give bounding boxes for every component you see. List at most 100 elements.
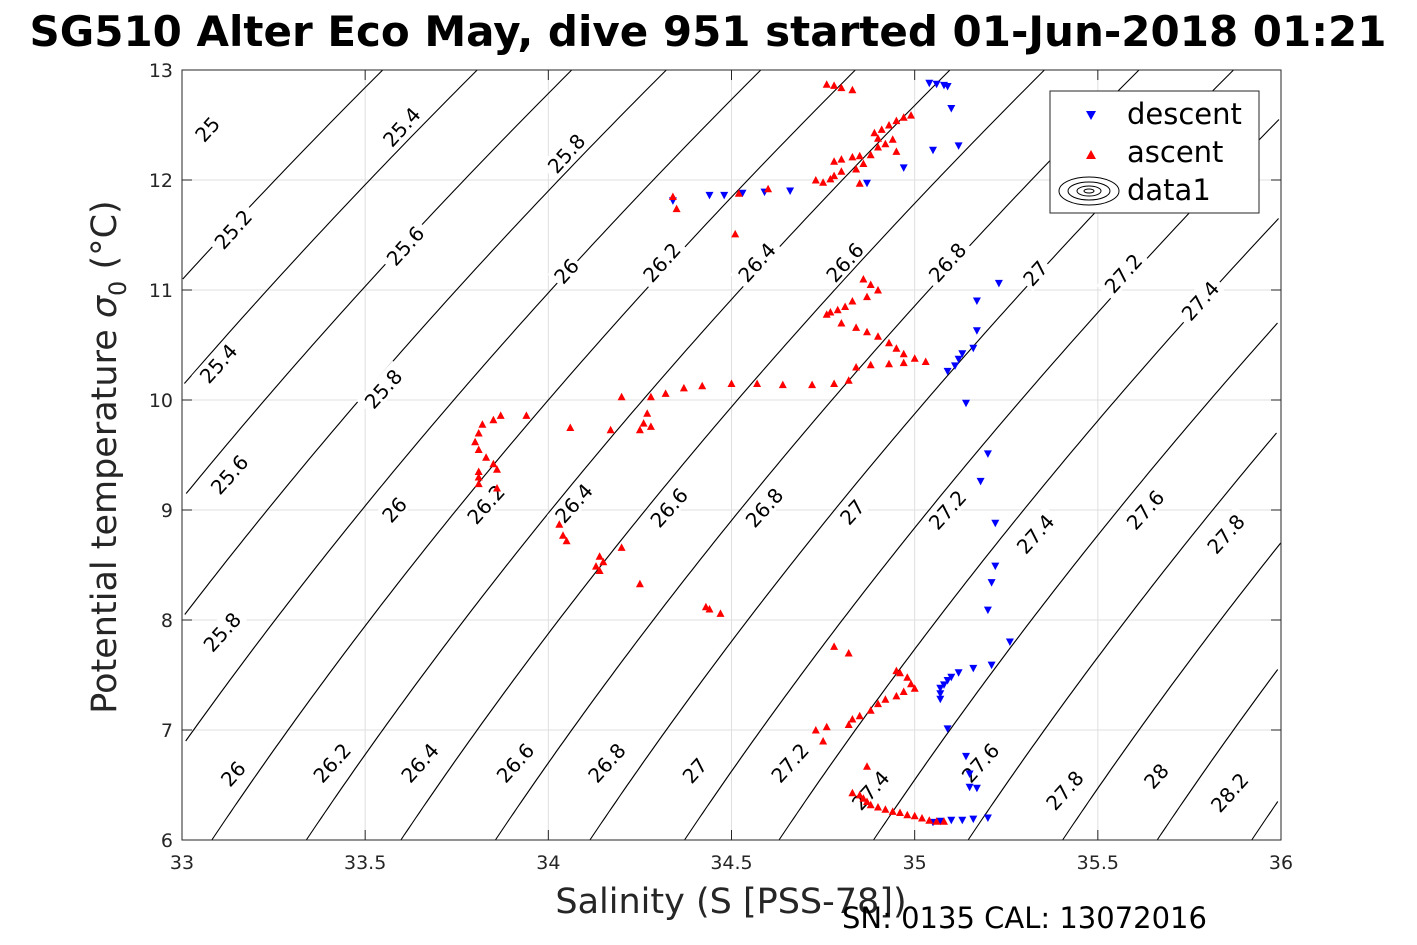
ascent-point (859, 794, 868, 802)
descent-point (958, 350, 967, 358)
contour-label-backing (675, 751, 713, 789)
descent-point (976, 477, 985, 486)
contour-label-backing (195, 604, 248, 659)
contour-label-backing (737, 479, 790, 535)
contour-label-backing (920, 481, 974, 537)
contour-label-backing (393, 734, 446, 790)
descent-point (705, 191, 714, 200)
descent-point (932, 80, 941, 89)
ascent-point (830, 379, 839, 387)
ascent-point (643, 409, 652, 417)
y-tick-label: 10 (149, 390, 173, 412)
ascent-point (819, 737, 828, 745)
serial-calibration-note: SN: 0135 CAL: 13072016 (842, 901, 1207, 935)
ascent-point (474, 445, 483, 453)
isopycnal-27.8 (1062, 542, 1282, 841)
ascent-point (474, 479, 483, 488)
legend-ascent-marker (1086, 150, 1096, 159)
contour-label-backing (1199, 506, 1252, 561)
y-axis-label: Potential temperature σ0 (°C) (85, 200, 132, 713)
ascent-point (881, 695, 890, 703)
ascent-point (672, 204, 681, 213)
x-tick-label: 33.5 (344, 852, 386, 874)
contour-label-backing (375, 490, 412, 528)
ascent-point (925, 816, 934, 824)
descent-point (962, 752, 970, 761)
ascent-point (885, 359, 893, 368)
contour-labels: 25 25.425.825.2 25.626 26.2 26.4 26.6 26.8 27 27… (188, 99, 1256, 820)
legend: descent ascent data1 (1049, 90, 1260, 214)
ascent-point (881, 805, 890, 813)
contour-label-backing (843, 762, 897, 818)
descent-point (936, 817, 945, 826)
x-tick-label: 33 (170, 852, 194, 874)
ascent-point (844, 376, 853, 384)
ascent-point (734, 189, 743, 197)
ascent-point (646, 422, 655, 430)
descent-point (991, 562, 1000, 571)
y-tick-labels: 6 7 8 9 10 11 12 13 (149, 60, 173, 852)
ascent-point (874, 699, 882, 708)
descent-point (965, 783, 974, 792)
ascent-point (903, 810, 912, 819)
ascent-point (474, 429, 483, 437)
contour-label-backing (206, 201, 259, 257)
descent-point (936, 695, 945, 704)
ascent-point (474, 473, 483, 481)
isopycnal-26.6 (494, 69, 1140, 841)
contour-label-backing (214, 754, 251, 792)
ascent-point (863, 762, 871, 770)
isopycnal-26.0 (211, 69, 856, 841)
ascent-point (881, 139, 890, 148)
ascent-point (918, 814, 926, 822)
contour-label-backing (488, 734, 541, 790)
ascent-point (764, 184, 773, 193)
isopycnal-28.0 (1156, 669, 1279, 841)
ascent-point (848, 715, 857, 723)
y-tick-label: 8 (161, 610, 173, 632)
ascent-point (848, 788, 857, 797)
contour-label-backing (642, 479, 695, 535)
descent-point (786, 187, 795, 195)
density-contours (182, 69, 1282, 841)
contour-label-backing (1118, 481, 1171, 537)
contour-label-backing (1008, 506, 1062, 561)
contour-label-backing (1173, 272, 1226, 328)
ascent-point (617, 392, 626, 401)
isopycnal-28.2 (1251, 801, 1279, 841)
contour-label-backing (1202, 764, 1256, 820)
ascent-point (844, 720, 853, 728)
descent-point (991, 519, 1000, 528)
ascent-point (896, 668, 904, 677)
ascent-point (819, 178, 828, 186)
ascent-point (837, 83, 846, 92)
y-tick-label: 13 (149, 60, 173, 82)
ascent-point (885, 338, 893, 347)
descent-point (972, 784, 981, 793)
ascent-point (874, 803, 882, 811)
legend-descent-label: descent (1127, 97, 1242, 131)
y-axis-label-subscript: 0 (104, 281, 132, 296)
ascent-point (661, 389, 670, 397)
legend-data1-contour-icon (1058, 176, 1120, 206)
contour-label-backing (188, 110, 226, 148)
descent-point (954, 355, 963, 364)
y-axis-label-symbol: σ (85, 294, 125, 318)
ascent-point (866, 360, 875, 369)
ascent-point (617, 543, 626, 551)
ascent-point (808, 380, 817, 389)
isopycnal-27.6 (967, 432, 1277, 841)
descent-point (925, 79, 934, 88)
descent-point (947, 816, 956, 825)
ascent-point (716, 609, 725, 617)
contour-label-backing (1016, 254, 1054, 292)
descent-point (943, 83, 952, 91)
ascent-point (866, 706, 875, 714)
descent-point (943, 367, 952, 376)
x-axis-label: Salinity (S [PSS-78]) (555, 882, 906, 922)
ascent-point (940, 817, 948, 825)
descent-point (987, 661, 996, 670)
legend-descent-marker (1086, 111, 1096, 120)
descent-point (983, 606, 992, 615)
ascent-point (852, 165, 861, 173)
